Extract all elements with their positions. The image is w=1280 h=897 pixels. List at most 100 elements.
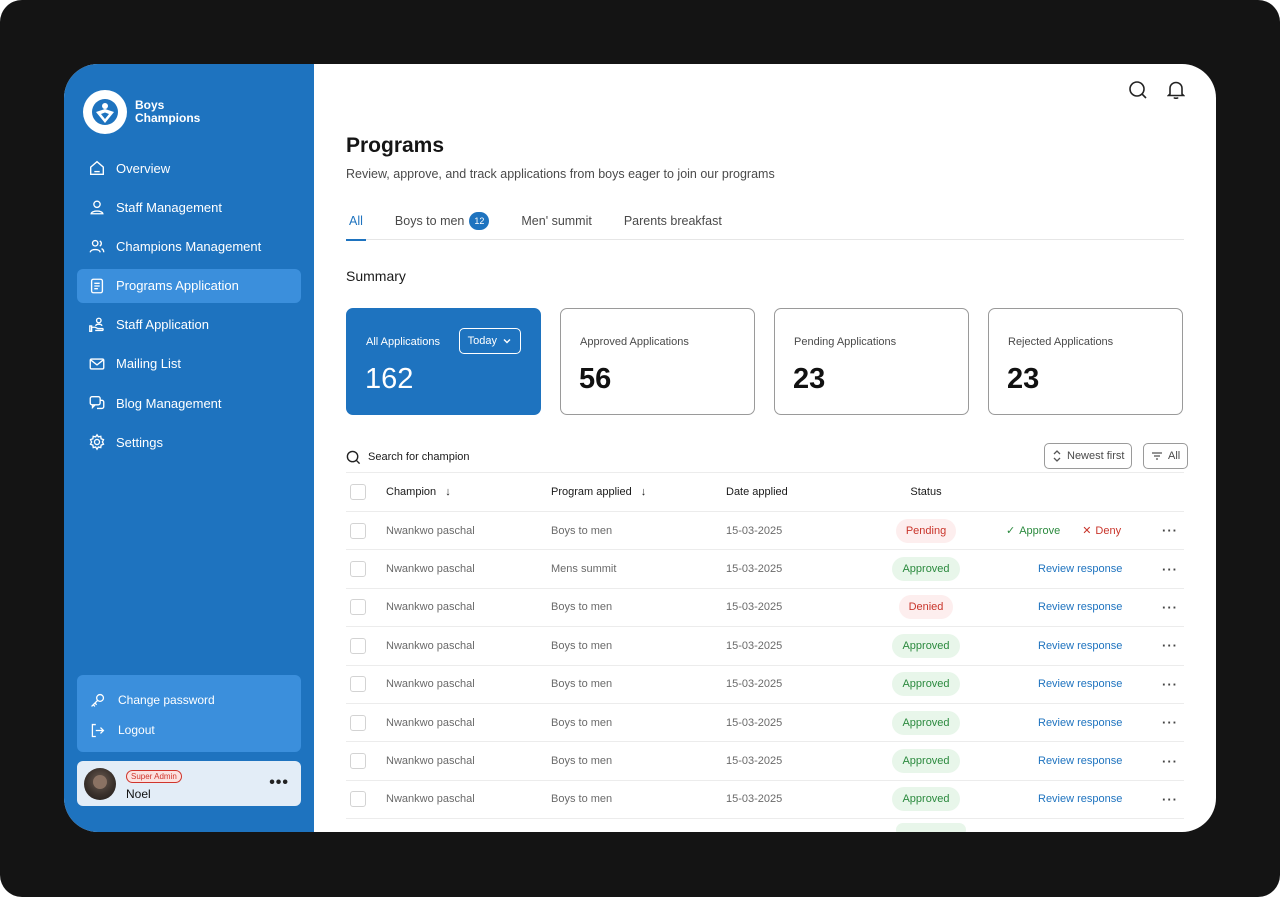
row-more-icon[interactable]: ··· bbox=[1162, 561, 1178, 577]
review-response-link[interactable]: Review response bbox=[1038, 678, 1123, 691]
sidebar-item-programs-application[interactable]: Programs Application bbox=[77, 268, 301, 303]
tab-label: Parents breakfast bbox=[623, 214, 722, 228]
table-row: Nwankwo paschal Mens summit 15-03-2025 A… bbox=[346, 549, 1184, 587]
sort-button[interactable]: Newest first bbox=[1044, 443, 1133, 469]
check-icon: ✓ bbox=[1006, 525, 1016, 538]
status-badge: Approved bbox=[892, 557, 960, 582]
approve-button[interactable]: ✓ Approve bbox=[1006, 524, 1061, 538]
mail-icon bbox=[87, 354, 107, 374]
review-response-link[interactable]: Review response bbox=[1038, 716, 1123, 729]
tab-boys-to-men[interactable]: Boys to men 12 bbox=[392, 212, 492, 240]
review-response-link[interactable]: Review response bbox=[1038, 639, 1123, 652]
cell-champion: Nwankwo paschal bbox=[386, 755, 475, 768]
more-options-icon[interactable]: ••• bbox=[269, 774, 289, 791]
sidebar-item-overview[interactable]: Overview bbox=[77, 151, 301, 185]
row-checkbox[interactable] bbox=[350, 714, 366, 731]
approve-label: Approve bbox=[1019, 524, 1061, 537]
search-input[interactable]: Search for champion bbox=[346, 447, 646, 467]
brand-logo[interactable]: Boys Champions bbox=[83, 90, 200, 134]
table-row-partial bbox=[346, 818, 1184, 832]
row-more-icon[interactable]: ··· bbox=[1162, 753, 1178, 769]
cell-champion: Nwankwo paschal bbox=[386, 716, 475, 729]
cell-program: Boys to men bbox=[551, 524, 613, 537]
sidebar-item-label: Champions Management bbox=[116, 238, 262, 254]
period-dropdown[interactable]: Today bbox=[458, 328, 521, 354]
sidebar-nav: Overview Staff Management Champions Mana… bbox=[77, 151, 301, 465]
filter-button[interactable]: All bbox=[1143, 443, 1189, 469]
user-profile-card[interactable]: Super Admin Noel ••• bbox=[77, 761, 301, 806]
cell-champion: Nwankwo paschal bbox=[386, 601, 475, 614]
table-row: Nwankwo paschal Boys to men 15-03-2025 D… bbox=[346, 587, 1184, 626]
status-badge: Denied bbox=[898, 595, 954, 620]
sidebar-item-blog-management[interactable]: Blog Management bbox=[77, 386, 301, 420]
tab-parents-breakfast[interactable]: Parents breakfast bbox=[621, 212, 725, 240]
row-more-icon[interactable]: ··· bbox=[1162, 791, 1178, 807]
applications-table: Champion ↓ Program applied ↓ Date applie… bbox=[346, 472, 1184, 818]
column-header-champion[interactable]: Champion ↓ bbox=[386, 486, 551, 498]
sidebar-item-staff-application[interactable]: Staff Application bbox=[77, 308, 301, 342]
row-checkbox[interactable] bbox=[350, 599, 366, 616]
table-row: Nwankwo paschal Boys to men 15-03-2025 A… bbox=[346, 626, 1184, 664]
row-more-icon[interactable]: ··· bbox=[1162, 638, 1178, 654]
row-checkbox[interactable] bbox=[350, 637, 366, 654]
column-header-label: Program applied bbox=[551, 486, 632, 498]
cell-champion: Nwankwo paschal bbox=[386, 639, 475, 652]
review-response-link[interactable]: Review response bbox=[1038, 601, 1123, 614]
tab-mens-summit[interactable]: Men' summit bbox=[518, 212, 594, 240]
card-value: 23 bbox=[793, 363, 826, 395]
sort-icon bbox=[1053, 450, 1061, 462]
row-checkbox[interactable] bbox=[350, 676, 366, 693]
users-icon bbox=[87, 236, 107, 256]
deny-label: Deny bbox=[1095, 524, 1122, 537]
search-icon bbox=[346, 450, 361, 464]
deny-button[interactable]: ✕ Deny bbox=[1082, 524, 1122, 538]
page-subtitle: Review, approve, and track applications … bbox=[346, 167, 775, 181]
select-all-checkbox[interactable] bbox=[350, 484, 366, 500]
row-checkbox[interactable] bbox=[350, 561, 366, 578]
row-more-icon[interactable]: ··· bbox=[1162, 715, 1178, 731]
search-placeholder: Search for champion bbox=[368, 451, 470, 463]
card-label: Pending Applications bbox=[794, 336, 897, 348]
review-response-link[interactable]: Review response bbox=[1038, 793, 1123, 806]
search-icon[interactable] bbox=[1128, 80, 1148, 100]
chevron-down-icon bbox=[503, 339, 511, 344]
row-more-icon[interactable]: ··· bbox=[1162, 599, 1178, 615]
status-badge: Pending bbox=[895, 518, 957, 543]
sidebar-item-champions-management[interactable]: Champions Management bbox=[77, 229, 301, 263]
logout-icon bbox=[91, 723, 105, 737]
tab-all[interactable]: All bbox=[346, 212, 366, 241]
status-badge-partial bbox=[896, 823, 966, 832]
page-title: Programs bbox=[346, 134, 445, 157]
logout-button[interactable]: Logout bbox=[77, 715, 301, 745]
cell-program: Boys to men bbox=[551, 793, 613, 806]
close-icon: ✕ bbox=[1082, 525, 1092, 538]
table-row: Nwankwo paschal Boys to men 15-03-2025 A… bbox=[346, 779, 1184, 818]
brand-line-2: Champions bbox=[135, 111, 201, 125]
account-menu: Change password Logout bbox=[77, 675, 301, 752]
sidebar-item-settings[interactable]: Settings bbox=[77, 425, 301, 459]
row-more-icon[interactable]: ··· bbox=[1162, 523, 1178, 539]
review-response-link[interactable]: Review response bbox=[1038, 563, 1123, 576]
row-more-icon[interactable]: ··· bbox=[1162, 676, 1178, 692]
column-header-program[interactable]: Program applied ↓ bbox=[551, 486, 726, 498]
program-tabs: All Boys to men 12 Men' summit Parents br… bbox=[346, 212, 1184, 241]
sidebar-item-staff-management[interactable]: Staff Management bbox=[77, 190, 301, 224]
change-password-button[interactable]: Change password bbox=[77, 685, 301, 715]
sidebar-item-label: Mailing List bbox=[116, 356, 182, 372]
arrow-down-icon: ↓ bbox=[640, 486, 647, 498]
sidebar-item-mailing-list[interactable]: Mailing List bbox=[77, 347, 301, 381]
review-response-link[interactable]: Review response bbox=[1038, 755, 1123, 768]
role-badge: Super Admin bbox=[126, 770, 182, 783]
column-header-status: Status bbox=[910, 486, 942, 498]
period-dropdown-label: Today bbox=[467, 335, 497, 347]
bell-icon[interactable] bbox=[1166, 80, 1186, 100]
row-checkbox[interactable] bbox=[350, 753, 366, 770]
tab-label: Boys to men bbox=[394, 214, 465, 228]
column-header-label: Champion bbox=[386, 486, 437, 498]
row-checkbox[interactable] bbox=[350, 791, 366, 808]
card-label: All Applications bbox=[366, 336, 440, 348]
user-meta: Super Admin Noel bbox=[126, 766, 182, 801]
row-checkbox[interactable] bbox=[350, 522, 366, 539]
table-row: Nwankwo paschal Boys to men 15-03-2025 A… bbox=[346, 741, 1184, 779]
chat-icon bbox=[87, 393, 107, 413]
